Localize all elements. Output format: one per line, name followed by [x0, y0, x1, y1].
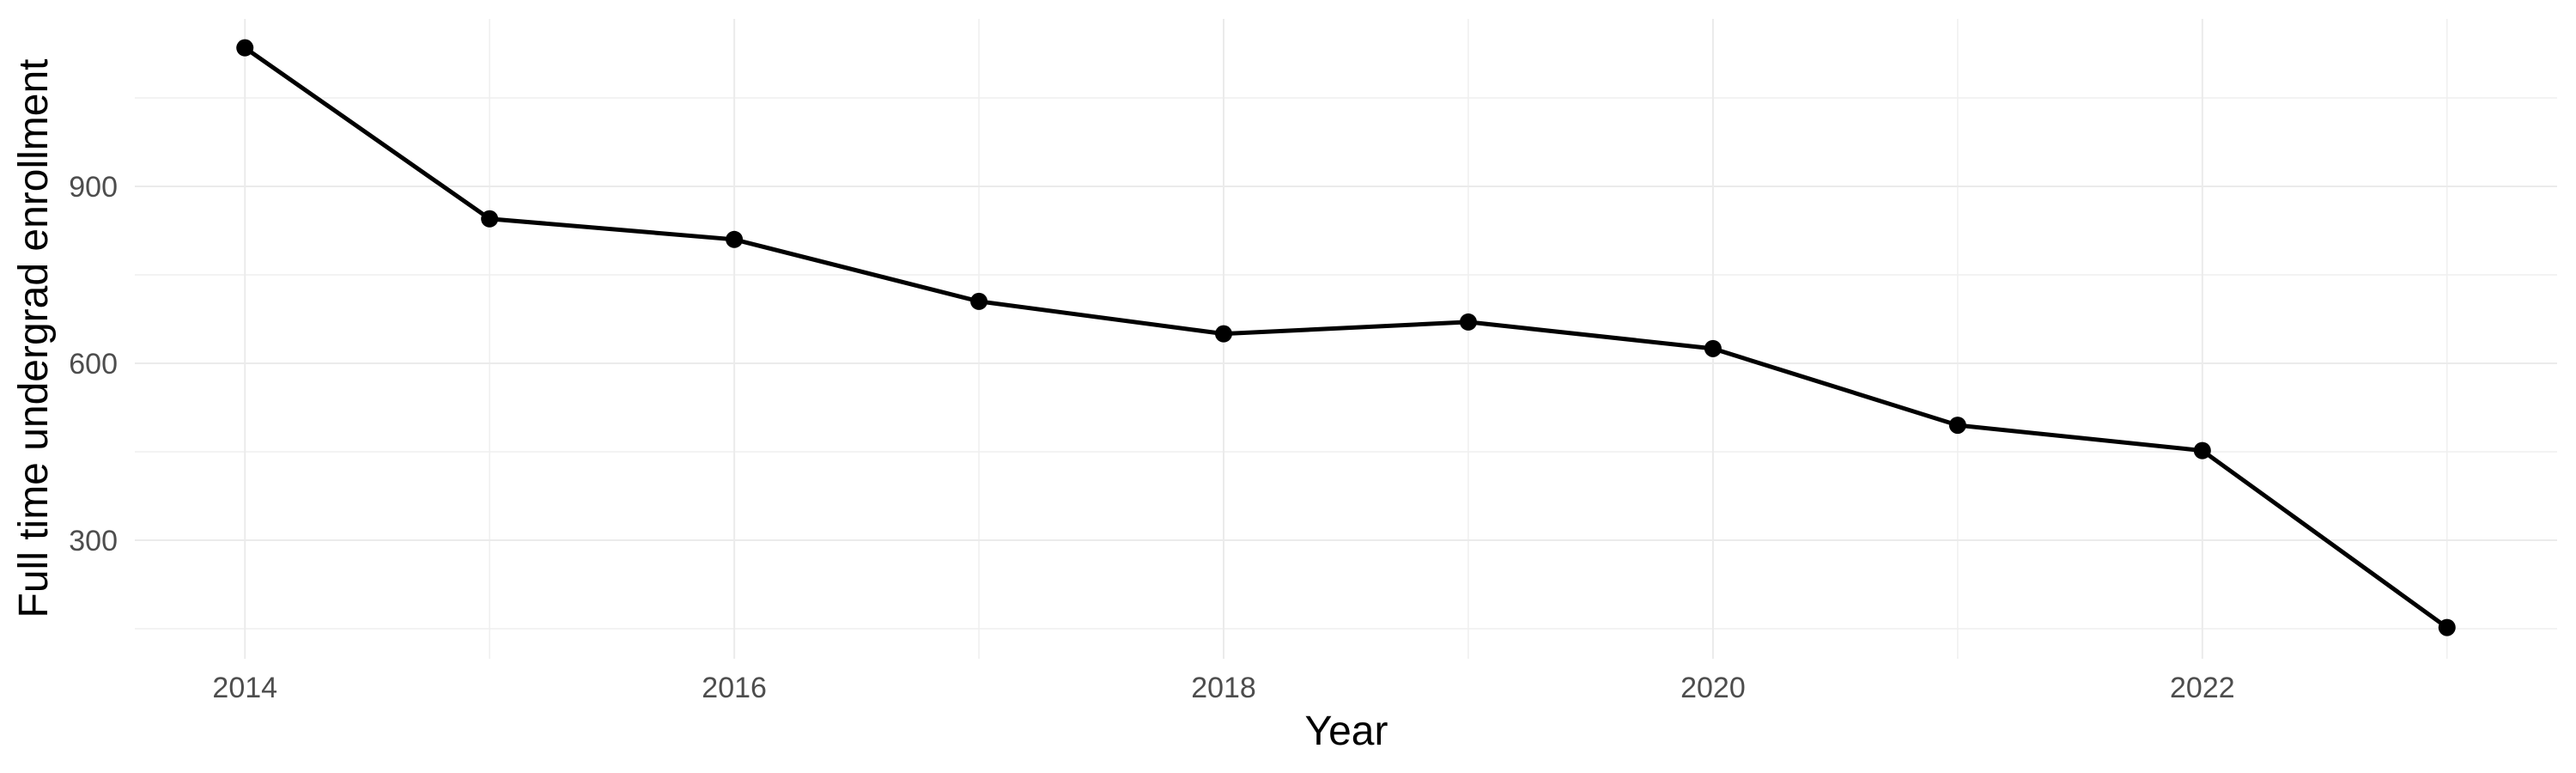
data-point-2020: [1704, 339, 1722, 357]
x-tick-label: 2016: [702, 672, 767, 704]
x-tick-label: 2014: [212, 672, 277, 704]
data-point-2019: [1459, 313, 1477, 331]
x-axis-title: Year: [1305, 709, 1388, 754]
series-group: [236, 39, 2456, 636]
grid-minor-group: [135, 19, 2557, 659]
grid-major-group: [135, 19, 2557, 659]
y-tick-labels-group: 300 600 900: [69, 171, 118, 557]
x-tick-label: 2020: [1680, 672, 1746, 704]
data-point-2023: [2438, 618, 2456, 636]
data-point-2015: [481, 210, 499, 228]
data-point-2016: [726, 230, 744, 248]
x-tick-labels-group: 2014 2016 2018 2020 2022: [212, 672, 2234, 704]
x-tick-label: 2018: [1191, 672, 1256, 704]
y-tick-label: 900: [69, 171, 118, 204]
enrollment-trend-line: [243, 46, 2449, 630]
data-point-2017: [970, 292, 988, 310]
y-tick-label: 600: [69, 348, 118, 380]
x-tick-label: 2022: [2170, 672, 2235, 704]
data-point-2022: [2193, 441, 2211, 460]
y-axis-title: Full time undergrad enrollment: [11, 59, 57, 618]
data-point-2018: [1215, 325, 1233, 343]
y-tick-label: 300: [69, 525, 118, 557]
data-point-2014: [236, 39, 254, 57]
data-point-2021: [1948, 417, 1966, 435]
